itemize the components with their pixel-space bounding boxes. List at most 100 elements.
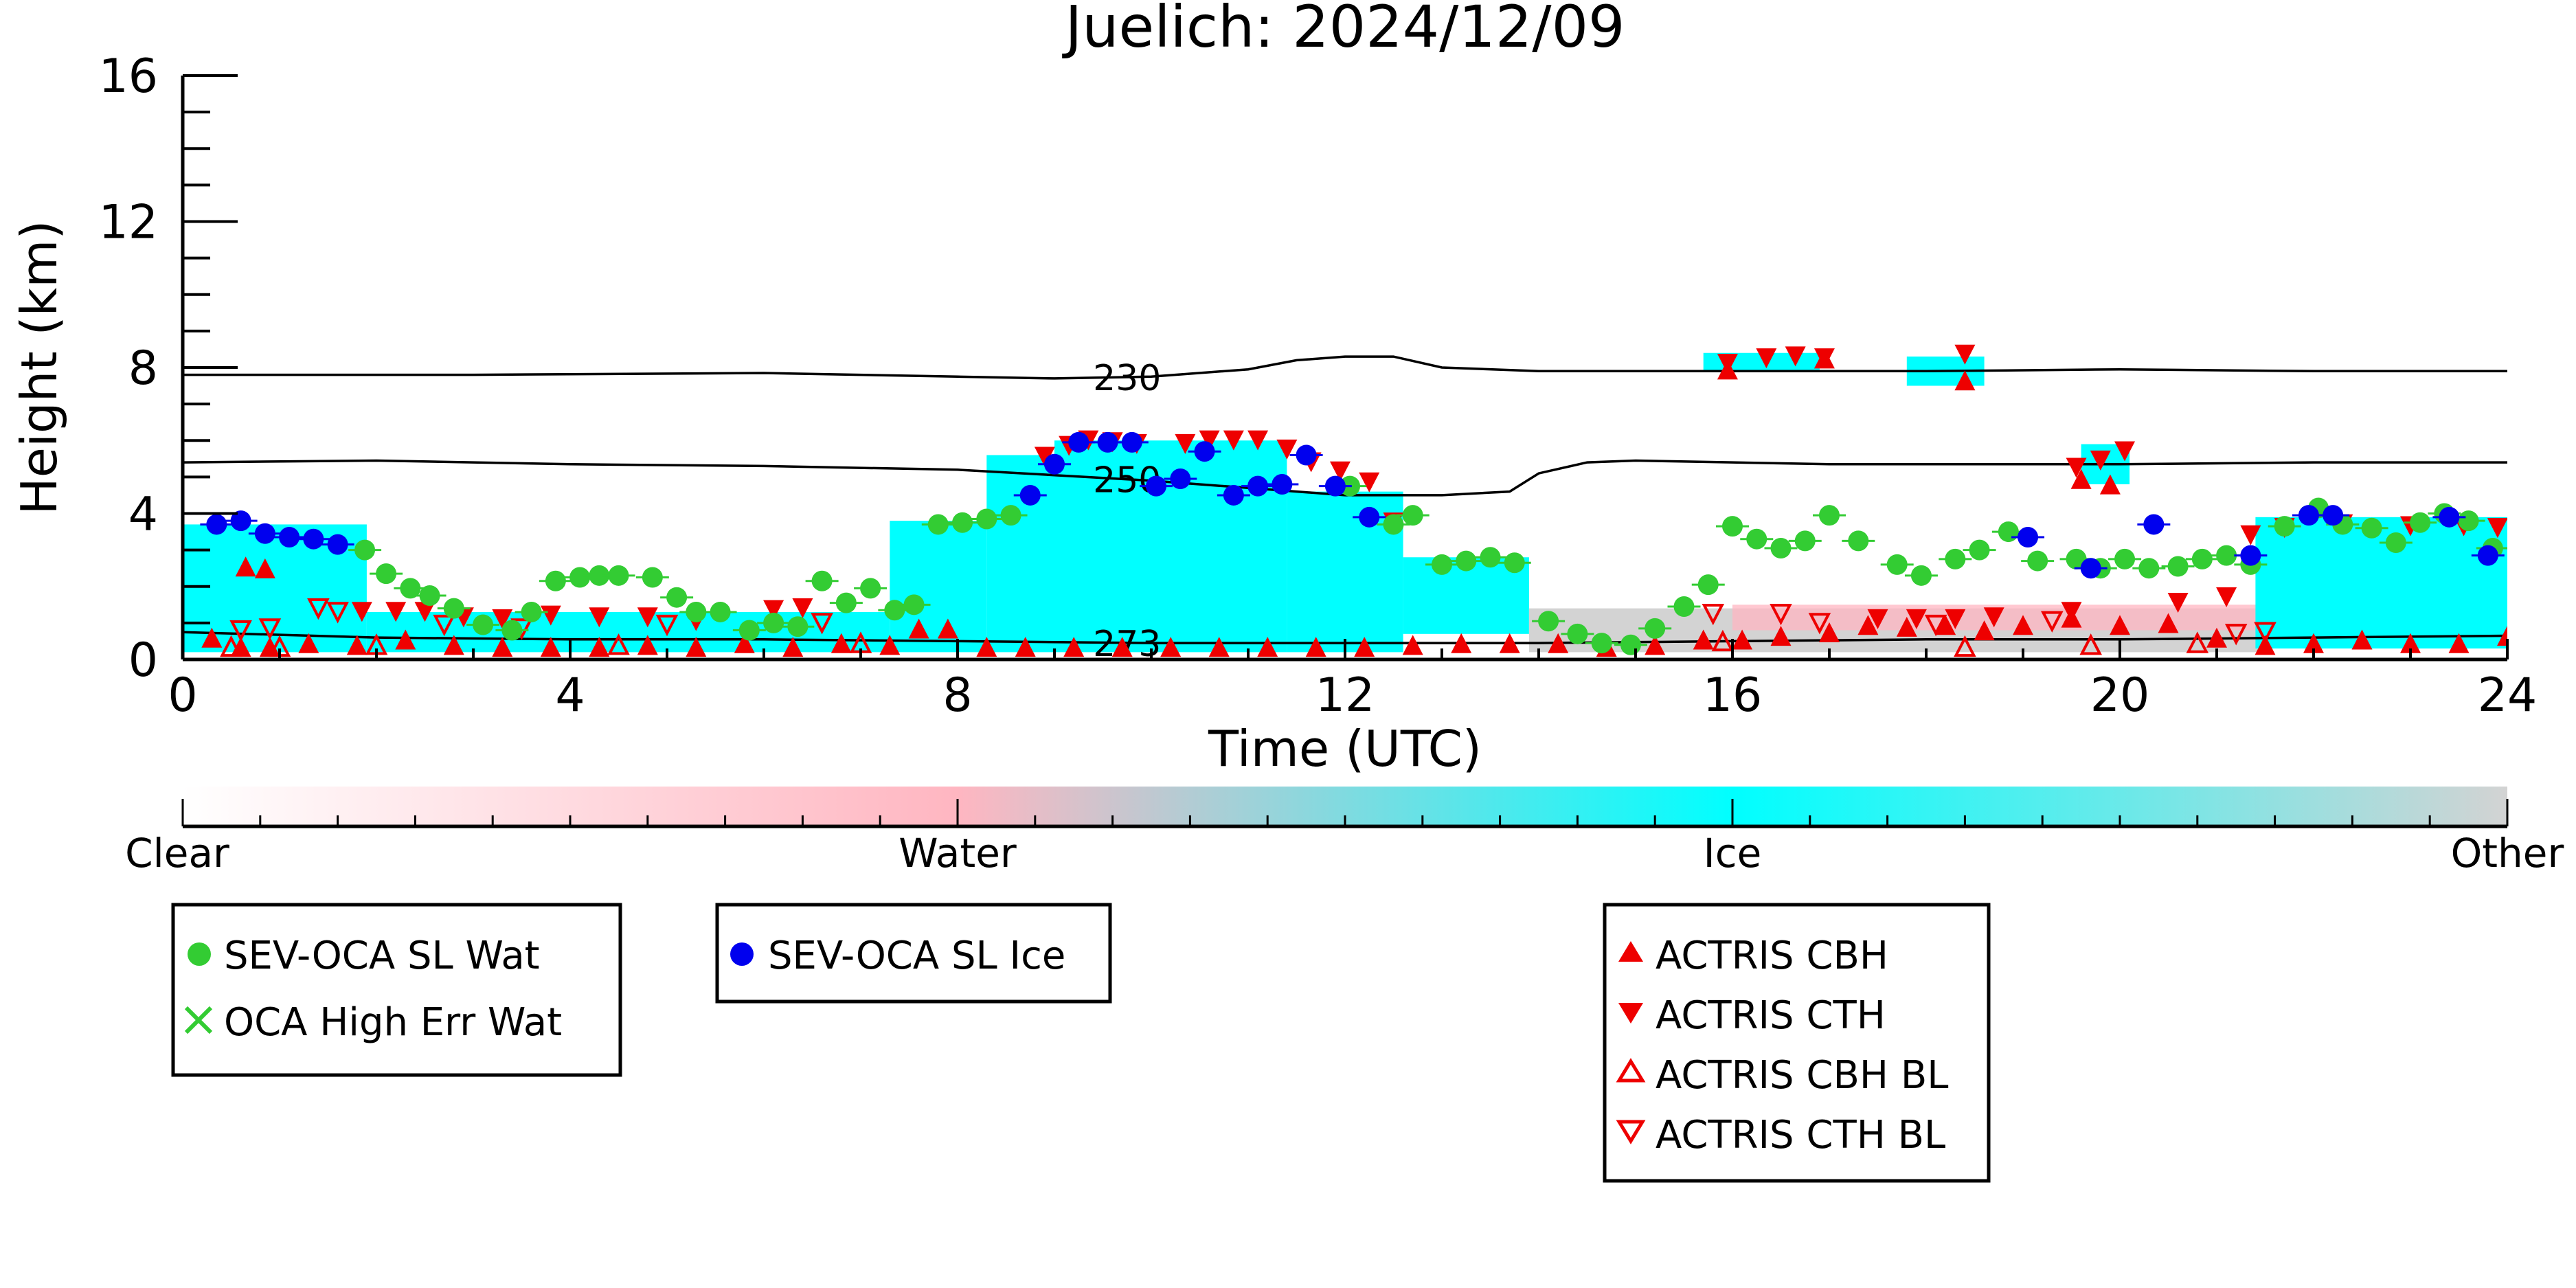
marker-sev-oca-sl-wat-1 — [376, 563, 397, 585]
marker-sev-oca-sl-wat-21 — [860, 578, 881, 599]
marker-actris-cbh-37 — [1857, 615, 1879, 635]
marker-actris-cth-bl-13 — [2224, 624, 2248, 646]
marker-sev-oca-sl-wat-7 — [521, 601, 542, 622]
marker-sev-oca-sl-wat-58 — [2167, 556, 2189, 577]
y-axis-label: Height (km) — [10, 221, 68, 515]
marker-actris-cth-18 — [1954, 344, 1976, 365]
legend-ice-box — [715, 903, 1112, 1004]
marker-actris-cth-6 — [1199, 430, 1220, 451]
marker-actris-cth-37 — [637, 607, 658, 628]
marker-actris-cbh-38 — [1896, 616, 1917, 637]
marker-sev-oca-sl-wat-43 — [1746, 528, 1767, 550]
marker-actris-cbh-24 — [1257, 637, 1278, 657]
marker-sev-oca-sl-ice-8 — [1068, 431, 1089, 453]
marker-actris-cth-40 — [1906, 609, 1927, 629]
marker-actris-cbh-49 — [2400, 633, 2421, 653]
marker-actris-cbh-57 — [235, 556, 256, 577]
contour-label-230: 230 — [1093, 358, 1161, 399]
marker-actris-cth-0 — [1034, 447, 1055, 467]
marker-sev-oca-sl-ice-1 — [230, 510, 251, 532]
marker-actris-cbh-56 — [2099, 474, 2121, 495]
marker-actris-cbh-9 — [589, 637, 610, 657]
marker-actris-cbh-28 — [1451, 633, 1472, 653]
region-ice-5 — [1287, 491, 1403, 653]
marker-actris-cbh-33 — [1693, 629, 1714, 650]
marker-actris-cth-19 — [2066, 457, 2087, 478]
marker-sev-oca-sl-wat-29 — [1383, 514, 1404, 535]
marker-actris-cth-22 — [2240, 525, 2261, 545]
marker-actris-cth-bl-12 — [2041, 611, 2064, 633]
marker-sev-oca-sl-wat-36 — [1567, 623, 1588, 644]
marker-actris-cth-44 — [2167, 593, 2189, 613]
marker-actris-cbh-50 — [2448, 633, 2470, 653]
marker-sev-oca-sl-wat-57 — [2138, 558, 2160, 579]
marker-sev-oca-sl-wat-52 — [1998, 521, 2019, 543]
marker-sev-oca-sl-ice-15 — [1247, 475, 1269, 497]
marker-sev-oca-sl-wat-16 — [738, 620, 760, 641]
marker-sev-oca-sl-wat-31 — [1432, 554, 1452, 575]
marker-actris-cbh-40 — [1974, 620, 1995, 641]
marker-sev-oca-sl-wat-50 — [1945, 548, 1966, 569]
marker-actris-cbh-3 — [298, 633, 319, 653]
marker-sev-oca-sl-wat-65 — [2361, 517, 2382, 539]
marker-sev-oca-sl-wat-8 — [545, 570, 566, 591]
marker-actris-cth-43 — [2061, 602, 2082, 622]
x-tick-label-0: 0 — [168, 668, 197, 723]
marker-actris-cth-29 — [792, 598, 813, 618]
region-ice-2 — [890, 521, 987, 653]
marker-sev-oca-sl-wat-18 — [787, 616, 809, 637]
marker-sev-oca-sl-ice-19 — [1359, 506, 1380, 528]
marker-actris-cbh-54 — [1954, 370, 1976, 391]
x-tick-label-8: 8 — [942, 668, 972, 723]
marker-sev-oca-sl-wat-13 — [666, 587, 688, 608]
marker-actris-cbh-39 — [1935, 615, 1956, 635]
legend-marker-oca-high-err-wat — [184, 1006, 213, 1035]
marker-actris-cth-35 — [540, 605, 561, 626]
marker-actris-cbh-25 — [1305, 637, 1326, 657]
marker-sev-oca-sl-wat-44 — [1770, 537, 1792, 558]
marker-sev-oca-sl-wat-5 — [473, 614, 494, 635]
marker-actris-cbh-29 — [1499, 633, 1520, 653]
marker-sev-oca-sl-wat-23 — [903, 594, 925, 615]
legend-entry-actris-cbh: ACTRIS CBH — [1656, 934, 1888, 978]
marker-actris-cbh-23 — [1208, 637, 1230, 657]
marker-sev-oca-sl-wat-4 — [443, 598, 464, 619]
marker-sev-oca-sl-wat-33 — [1480, 547, 1501, 568]
marker-actris-cbh-bl-7 — [2079, 633, 2102, 655]
marker-actris-cbh-12 — [734, 633, 755, 653]
marker-actris-cth-5 — [1175, 433, 1196, 454]
region-ice-3 — [986, 455, 1054, 653]
marker-sev-oca-sl-wat-30 — [1402, 505, 1423, 526]
colorbar: Clear Water Ice Other — [125, 787, 2564, 877]
marker-actris-cth-15 — [1756, 348, 1777, 369]
marker-actris-cbh-34 — [1732, 629, 1753, 650]
legend-entry-sev-oca-sl-wat: SEV-OCA SL Wat — [224, 934, 540, 978]
legend-marker-actris-cbh — [1618, 941, 1643, 962]
marker-actris-cbh-17 — [937, 618, 958, 639]
marker-sev-oca-sl-ice-25 — [2323, 505, 2344, 526]
marker-actris-cbh-46 — [2255, 635, 2276, 655]
marker-actris-cbh-58 — [254, 558, 275, 578]
marker-actris-cbh-8 — [540, 637, 561, 657]
legend-entry-actris-cbh-bl: ACTRIS CBH BL — [1656, 1053, 1948, 1098]
marker-sev-oca-sl-ice-2 — [254, 523, 275, 544]
marker-actris-cbh-6 — [443, 635, 464, 655]
colorbar-label-ice: Ice — [1704, 830, 1762, 877]
marker-sev-oca-sl-wat-39 — [1645, 618, 1666, 639]
legend-marker-sev-oca-sl-ice — [730, 942, 754, 966]
chart-title: Juelich: 2024/12/09 — [1062, 0, 1625, 60]
marker-actris-cbh-11 — [686, 637, 707, 657]
marker-actris-cbh-26 — [1354, 637, 1375, 657]
marker-actris-cth-28 — [763, 600, 784, 620]
marker-sev-oca-sl-ice-17 — [1296, 444, 1317, 466]
legend-marker-actris-cbh-bl — [1616, 1058, 1646, 1083]
x-tick-label-4: 4 — [555, 668, 585, 723]
marker-actris-cbh-1 — [230, 637, 251, 657]
marker-sev-oca-sl-ice-6 — [1019, 484, 1041, 506]
marker-sev-oca-sl-wat-6 — [501, 620, 523, 641]
y-tick-label-12: 12 — [98, 196, 158, 250]
marker-actris-cbh-14 — [831, 633, 852, 653]
marker-actris-cth-bl-7 — [811, 613, 833, 635]
marker-sev-oca-sl-wat-60 — [2216, 545, 2237, 566]
marker-actris-cbh-10 — [637, 635, 658, 655]
